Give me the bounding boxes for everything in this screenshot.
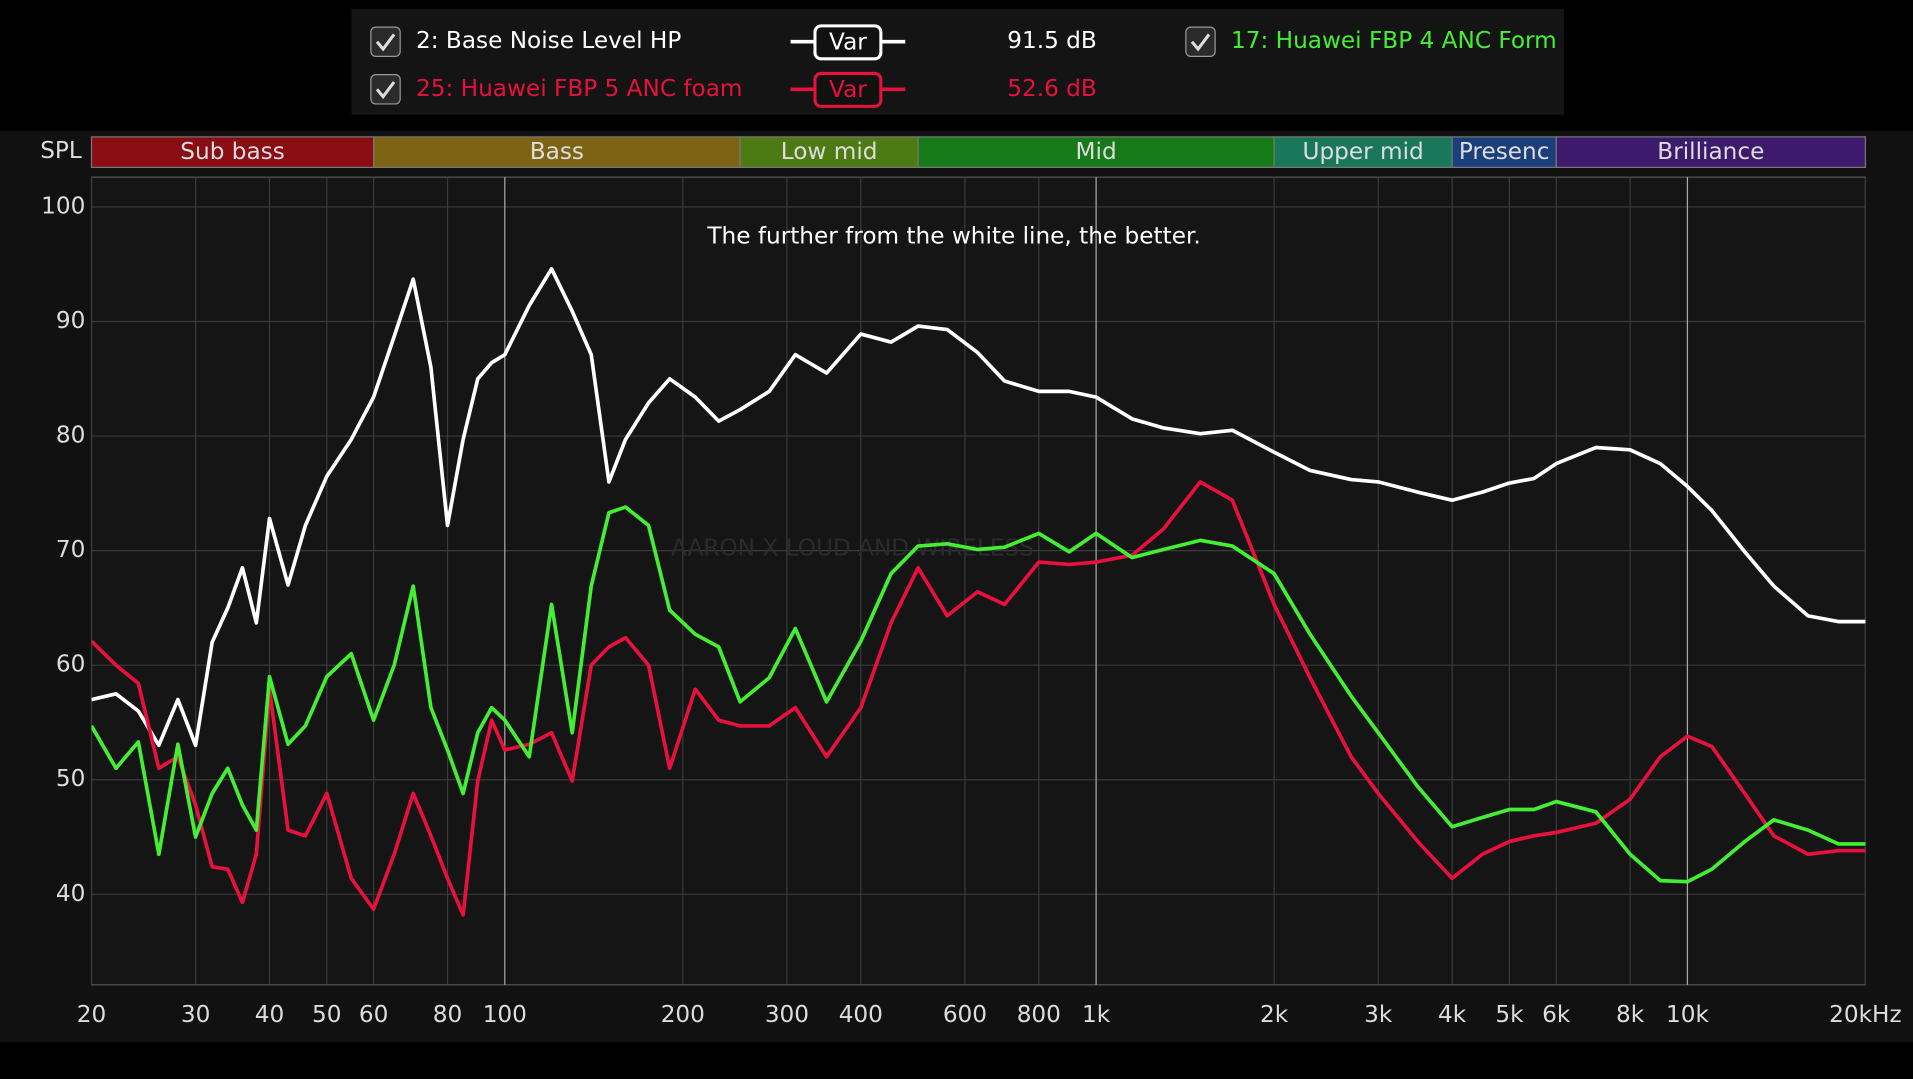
band [373, 136, 741, 169]
lines [91, 266, 1866, 917]
x-tick-label: 300 [765, 1001, 809, 1028]
var-button-box [813, 71, 883, 108]
y-tick-label: 70 [56, 536, 86, 563]
legend-label: 17: Huawei FBP 4 ANC Form [1231, 27, 1557, 54]
legend-label: 25: Huawei FBP 5 ANC foam [416, 75, 743, 102]
series-line [91, 266, 1866, 748]
var-button-label: Var [829, 28, 867, 55]
checkbox-tick [375, 33, 396, 52]
bands: Sub bass Bass Low mid Mid Upper mid Presenc Br… [90, 136, 1867, 169]
x-tick-label: 4k [1438, 1001, 1467, 1028]
band-label: Bass [530, 138, 584, 165]
band-label: Upper mid [1302, 138, 1423, 165]
x-tick-label: 400 [839, 1001, 883, 1028]
x-tick-label: 600 [943, 1001, 987, 1028]
x-tick-label: 20 [77, 1001, 107, 1028]
band-label: Sub bass [180, 138, 285, 165]
y-axis-label: SPL [40, 137, 82, 164]
var-button-label: Var [829, 76, 867, 103]
x-tick-label: 5k [1495, 1001, 1524, 1028]
band-label: Mid [1076, 138, 1117, 165]
x-tick-label: 30 [181, 1001, 211, 1028]
y-tick-label: 40 [56, 880, 86, 907]
band [90, 136, 375, 169]
y-tick-label: 50 [56, 765, 86, 792]
x-tick-label: 800 [1017, 1001, 1061, 1028]
x-tick-label: 100 [483, 1001, 527, 1028]
y-tick-label: 90 [56, 307, 86, 334]
x-tick-label: 200 [661, 1001, 705, 1028]
x-tick-label: 80 [433, 1001, 462, 1028]
legend-checkbox[interactable] [370, 26, 401, 57]
checkbox-box [1185, 26, 1216, 57]
checkbox-tick [1190, 33, 1211, 52]
x-tick-label: 20kHz [1829, 1001, 1902, 1028]
x-tick-label: 60 [359, 1001, 388, 1028]
legend-checkbox[interactable] [370, 74, 401, 105]
legend-panel [351, 8, 1565, 115]
checkbox-box [370, 26, 401, 57]
band [1273, 136, 1453, 169]
band-label: Brilliance [1657, 138, 1764, 165]
legend-level: 91.5 dB [1007, 27, 1097, 54]
x-tick-label: 40 [255, 1001, 285, 1028]
x-tick-label: 8k [1616, 1001, 1645, 1028]
checkbox-box [370, 74, 401, 105]
x-tick-label: 3k [1364, 1001, 1393, 1028]
y-tick-label: 60 [56, 651, 86, 678]
legend-label: 2: Base Noise Level HP [416, 27, 681, 54]
series-line [91, 505, 1866, 884]
x-tick-label: 2k [1260, 1001, 1289, 1028]
x-tick-label: 10k [1666, 1001, 1709, 1028]
band-label: Presenc [1459, 138, 1550, 165]
var-button[interactable]: Var [813, 71, 883, 108]
annotation: The further from the white line, the bet… [706, 222, 1200, 249]
var-button-box [813, 24, 883, 61]
var-button[interactable]: Var [813, 24, 883, 61]
x-tick-label: 1k [1082, 1001, 1111, 1028]
band [917, 136, 1275, 169]
x-tick-label: 6k [1542, 1001, 1571, 1028]
y-tick-label: 80 [56, 422, 86, 449]
band-label: Low mid [781, 138, 878, 165]
band [1555, 136, 1867, 169]
band [739, 136, 919, 169]
legend-checkbox[interactable] [1185, 26, 1216, 57]
checkbox-tick [375, 81, 396, 100]
legend-level: 52.6 dB [1007, 75, 1097, 102]
y-tick-label: 100 [41, 192, 85, 219]
series-line [91, 480, 1866, 917]
plot-area [90, 176, 1867, 986]
legend: 2: Base Noise Level HP Var 91.5 dB 25: Huaw… [370, 24, 1557, 108]
x-tick-label: 50 [312, 1001, 342, 1028]
